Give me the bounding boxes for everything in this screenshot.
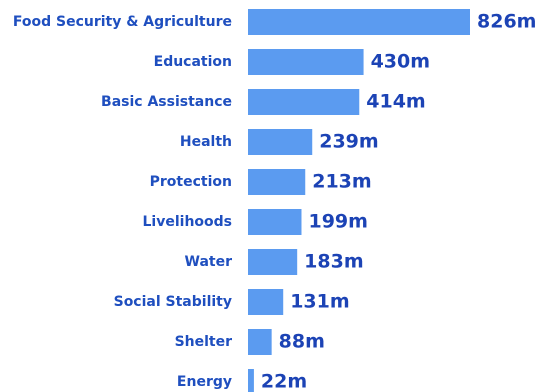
value-label: 183m xyxy=(304,251,363,273)
category-label: Food Security & Agriculture xyxy=(13,14,232,30)
bar xyxy=(248,129,313,155)
category-label: Livelihoods xyxy=(143,214,233,230)
value-label: 22m xyxy=(261,371,307,392)
category-label: Health xyxy=(180,134,232,150)
bar xyxy=(248,289,284,315)
bar xyxy=(248,249,298,275)
bar xyxy=(248,169,306,195)
value-label: 239m xyxy=(319,131,378,153)
bar xyxy=(248,369,254,392)
bar xyxy=(248,9,470,35)
bar xyxy=(248,49,364,75)
bar xyxy=(248,209,302,235)
value-label: 826m xyxy=(477,11,536,33)
category-label: Water xyxy=(185,254,233,270)
value-label: 213m xyxy=(312,171,371,193)
value-label: 199m xyxy=(308,211,367,233)
category-label: Education xyxy=(154,54,232,70)
category-label: Protection xyxy=(150,174,232,190)
category-label: Energy xyxy=(177,374,232,390)
category-label: Social Stability xyxy=(114,294,232,310)
value-label: 88m xyxy=(279,331,325,353)
bar xyxy=(248,329,272,355)
bar xyxy=(248,89,360,115)
category-label: Basic Assistance xyxy=(101,94,232,110)
value-label: 131m xyxy=(290,291,349,313)
value-label: 414m xyxy=(366,91,425,113)
value-label: 430m xyxy=(371,51,430,73)
category-label: Shelter xyxy=(175,334,233,350)
